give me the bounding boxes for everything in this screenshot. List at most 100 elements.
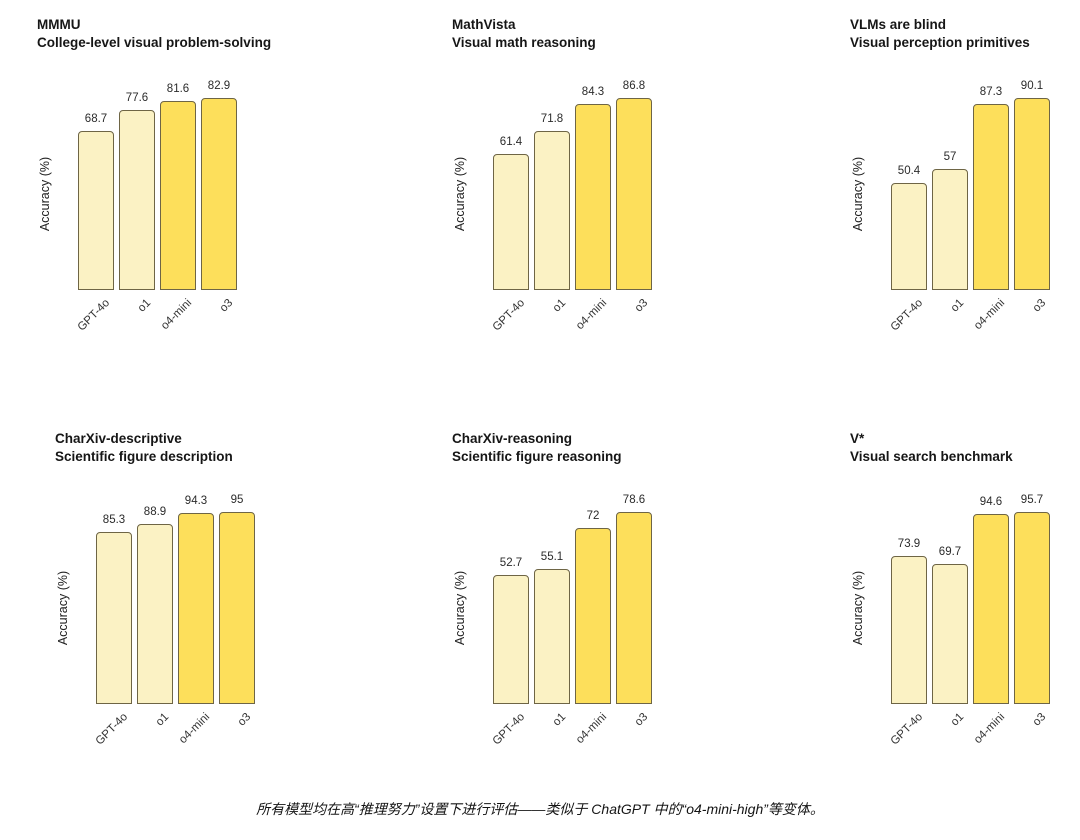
- x-tick-label: o4-mini: [574, 297, 610, 333]
- bar-value-label: 52.7: [499, 557, 523, 569]
- chart-subtitle: College-level visual problem-solving: [37, 34, 272, 50]
- chart-subtitle: Visual math reasoning: [452, 34, 596, 50]
- chart-title: CharXiv-reasoning: [452, 431, 573, 446]
- bar: [534, 569, 570, 704]
- chart-subtitle: Visual search benchmark: [850, 448, 1013, 464]
- bar: [1014, 512, 1050, 704]
- bar-value-label: 82.9: [207, 80, 231, 92]
- x-tick-label: o1: [550, 297, 569, 315]
- chart-tile-charxiv-descriptive: CharXiv-descriptive Scientific figure de…: [55, 430, 325, 770]
- bar-value-label: 87.3: [979, 86, 1003, 98]
- bar: [575, 528, 611, 704]
- bar-value-label: 78.6: [622, 494, 646, 506]
- bar: [493, 575, 529, 704]
- bar-value-label: 81.6: [166, 83, 190, 95]
- bar: [1014, 98, 1050, 290]
- x-tick-label: o3: [235, 711, 254, 729]
- bar-value-label: 50.4: [897, 165, 921, 177]
- x-tick-label: GPT-4o: [888, 297, 926, 334]
- bar-value-label: 84.3: [581, 86, 605, 98]
- bar: [78, 131, 114, 290]
- bar: [616, 512, 652, 704]
- bar: [96, 532, 132, 704]
- chart-tile-vstar: V* Visual search benchmark Accuracy (%) …: [850, 430, 1080, 770]
- chart-title: VLMs are blind: [850, 17, 947, 32]
- bar: [616, 98, 652, 290]
- x-tick-label: o1: [948, 711, 967, 729]
- x-tick-label: o4-mini: [574, 711, 610, 747]
- bar: [534, 131, 570, 290]
- x-tick-label: o4-mini: [159, 297, 195, 333]
- x-tick-label: GPT-4o: [490, 297, 528, 334]
- chart-tile-mathvista: MathVista Visual math reasoning Accuracy…: [452, 16, 722, 356]
- bar-value-label: 68.7: [84, 113, 108, 125]
- x-tick-label: o4-mini: [972, 711, 1008, 747]
- y-axis-label: Accuracy (%): [851, 156, 865, 232]
- x-tick-label: o3: [1030, 297, 1049, 315]
- x-tick-label: o1: [550, 711, 569, 729]
- y-axis-label: Accuracy (%): [38, 156, 52, 232]
- bar: [160, 101, 196, 290]
- bar-value-label: 86.8: [622, 80, 646, 92]
- bar-value-label: 61.4: [499, 136, 523, 148]
- x-tick-label: o3: [1030, 711, 1049, 729]
- plot-area: Accuracy (%) 50.4 GPT-4o 57 o1 87.3 o4-mini 90…: [851, 80, 1050, 334]
- x-tick-label: o4-mini: [972, 297, 1008, 333]
- x-tick-label: o1: [153, 711, 172, 729]
- chart-title: MMMU: [37, 17, 81, 32]
- chart-tile-vlms-are-blind: VLMs are blind Visual perception primiti…: [850, 16, 1080, 356]
- chart-tile-mmmu: MMMU College-level visual problem-solvin…: [37, 16, 307, 356]
- plot-area: Accuracy (%) 61.4 GPT-4o 71.8 o1 84.3 o4-mini…: [453, 80, 652, 334]
- y-axis-label: Accuracy (%): [453, 570, 467, 646]
- x-tick-label: o3: [217, 297, 236, 315]
- bar-value-label: 72: [586, 510, 600, 522]
- y-axis-label: Accuracy (%): [851, 570, 865, 646]
- bar-value-label: 55.1: [540, 551, 564, 563]
- chart-title: CharXiv-descriptive: [55, 431, 182, 446]
- bar: [932, 564, 968, 704]
- x-tick-label: o4-mini: [177, 711, 213, 747]
- x-tick-label: GPT-4o: [75, 297, 113, 334]
- bar-value-label: 69.7: [938, 546, 962, 558]
- chart-tile-charxiv-reasoning: CharXiv-reasoning Scientific figure reas…: [452, 430, 722, 770]
- bar: [219, 512, 255, 704]
- bar: [973, 104, 1009, 290]
- footnote-caption: 所有模型均在高“推理努力”设置下进行评估——类似于 ChatGPT 中的“o4-…: [256, 801, 824, 817]
- bar-value-label: 73.9: [897, 538, 921, 550]
- x-tick-label: o1: [135, 297, 154, 315]
- bar: [973, 514, 1009, 704]
- x-tick-label: GPT-4o: [93, 711, 131, 748]
- bar-value-label: 77.6: [125, 92, 149, 104]
- bar-value-label: 71.8: [540, 113, 564, 125]
- x-tick-label: GPT-4o: [490, 711, 528, 748]
- bar: [137, 524, 173, 704]
- bar-value-label: 88.9: [143, 506, 167, 518]
- bar: [178, 513, 214, 704]
- chart-title: MathVista: [452, 17, 516, 32]
- y-axis-label: Accuracy (%): [56, 570, 70, 646]
- bar: [891, 556, 927, 704]
- bar: [493, 154, 529, 290]
- chart-subtitle: Visual perception primitives: [850, 34, 1030, 50]
- bar: [891, 183, 927, 290]
- bar: [119, 110, 155, 290]
- bar-value-label: 95: [230, 494, 244, 506]
- bar-value-label: 85.3: [102, 514, 126, 526]
- bar-value-label: 94.3: [184, 495, 208, 507]
- chart-subtitle: Scientific figure reasoning: [452, 448, 622, 464]
- x-tick-label: o3: [632, 297, 651, 315]
- bar: [932, 169, 968, 290]
- bar: [201, 98, 237, 290]
- bar-value-label: 94.6: [979, 496, 1003, 508]
- y-axis-label: Accuracy (%): [453, 156, 467, 232]
- chart-title: V*: [850, 431, 865, 446]
- bar-value-label: 57: [943, 151, 957, 163]
- plot-area: Accuracy (%) 68.7 GPT-4o 77.6 o1 81.6 o4-mini…: [38, 80, 237, 334]
- chart-subtitle: Scientific figure description: [55, 448, 233, 464]
- plot-area: Accuracy (%) 73.9 GPT-4o 69.7 o1 94.6 o4-mini…: [851, 494, 1050, 748]
- bar-value-label: 90.1: [1020, 80, 1044, 92]
- x-tick-label: o3: [632, 711, 651, 729]
- bar: [575, 104, 611, 290]
- plot-area: Accuracy (%) 85.3 GPT-4o 88.9 o1 94.3 o4-mini…: [56, 494, 255, 748]
